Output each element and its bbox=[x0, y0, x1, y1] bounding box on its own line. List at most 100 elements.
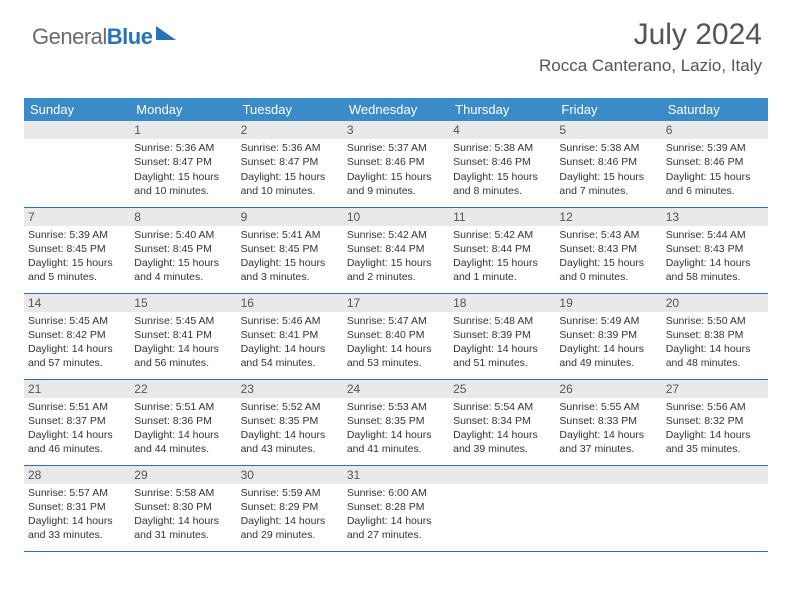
day-number: 6 bbox=[662, 121, 768, 139]
calendar-header-row: SundayMondayTuesdayWednesdayThursdayFrid… bbox=[24, 98, 768, 121]
day-number-empty bbox=[449, 466, 555, 484]
day-number: 24 bbox=[343, 380, 449, 398]
day-number: 27 bbox=[662, 380, 768, 398]
sunset-line: Sunset: 8:37 PM bbox=[28, 414, 126, 428]
day-number: 28 bbox=[24, 466, 130, 484]
sunrise-line: Sunrise: 5:57 AM bbox=[28, 486, 126, 500]
day-number-empty bbox=[555, 466, 661, 484]
calendar-day-cell: 27Sunrise: 5:56 AMSunset: 8:32 PMDayligh… bbox=[662, 379, 768, 465]
sunset-line: Sunset: 8:45 PM bbox=[134, 242, 232, 256]
sunrise-line: Sunrise: 5:46 AM bbox=[241, 314, 339, 328]
calendar-day-cell: 29Sunrise: 5:58 AMSunset: 8:30 PMDayligh… bbox=[130, 465, 236, 551]
day-details: Sunrise: 5:57 AMSunset: 8:31 PMDaylight:… bbox=[24, 486, 130, 547]
sunset-line: Sunset: 8:43 PM bbox=[559, 242, 657, 256]
sunrise-line: Sunrise: 5:59 AM bbox=[241, 486, 339, 500]
sunset-line: Sunset: 8:29 PM bbox=[241, 500, 339, 514]
day-details: Sunrise: 6:00 AMSunset: 8:28 PMDaylight:… bbox=[343, 486, 449, 547]
day-number: 3 bbox=[343, 121, 449, 139]
sunrise-line: Sunrise: 5:50 AM bbox=[666, 314, 764, 328]
calendar-header-cell: Sunday bbox=[24, 98, 130, 121]
sunrise-line: Sunrise: 5:52 AM bbox=[241, 400, 339, 414]
page-title: July 2024 bbox=[539, 18, 762, 52]
sunrise-line: Sunrise: 5:41 AM bbox=[241, 228, 339, 242]
daylight-line: Daylight: 14 hours and 27 minutes. bbox=[347, 514, 445, 542]
sunset-line: Sunset: 8:40 PM bbox=[347, 328, 445, 342]
calendar-day-cell: 7 Sunrise: 5:39 AMSunset: 8:45 PMDaylight… bbox=[24, 207, 130, 293]
daylight-line: Daylight: 15 hours and 10 minutes. bbox=[134, 170, 232, 198]
day-details: Sunrise: 5:55 AMSunset: 8:33 PMDaylight:… bbox=[555, 400, 661, 461]
day-number: 2 bbox=[237, 121, 343, 139]
day-number: 20 bbox=[662, 294, 768, 312]
sunset-line: Sunset: 8:46 PM bbox=[559, 155, 657, 169]
day-number: 13 bbox=[662, 208, 768, 226]
sunrise-line: Sunrise: 5:38 AM bbox=[453, 141, 551, 155]
sunrise-line: Sunrise: 5:47 AM bbox=[347, 314, 445, 328]
sunset-line: Sunset: 8:34 PM bbox=[453, 414, 551, 428]
calendar-day-cell: 1Sunrise: 5:36 AMSunset: 8:47 PMDaylight… bbox=[130, 121, 236, 207]
calendar-week-row: 28 Sunrise: 5:57 AMSunset: 8:31 PMDayligh… bbox=[24, 465, 768, 551]
day-details: Sunrise: 5:37 AMSunset: 8:46 PMDaylight:… bbox=[343, 141, 449, 202]
calendar-day-cell: 18Sunrise: 5:48 AMSunset: 8:39 PMDayligh… bbox=[449, 293, 555, 379]
day-number: 22 bbox=[130, 380, 236, 398]
day-details: Sunrise: 5:39 AMSunset: 8:45 PMDaylight:… bbox=[24, 228, 130, 289]
daylight-line: Daylight: 15 hours and 6 minutes. bbox=[666, 170, 764, 198]
calendar-day-cell: 31 Sunrise: 6:00 AMSunset: 8:28 PMDayligh… bbox=[343, 465, 449, 551]
calendar-day-cell: 24Sunrise: 5:53 AMSunset: 8:35 PMDayligh… bbox=[343, 379, 449, 465]
daylight-line: Daylight: 15 hours and 7 minutes. bbox=[559, 170, 657, 198]
sunrise-line: Sunrise: 5:58 AM bbox=[134, 486, 232, 500]
day-number: 10 bbox=[343, 208, 449, 226]
day-details: Sunrise: 5:45 AMSunset: 8:41 PMDaylight:… bbox=[130, 314, 236, 375]
sunrise-line: Sunrise: 5:54 AM bbox=[453, 400, 551, 414]
sunset-line: Sunset: 8:45 PM bbox=[241, 242, 339, 256]
day-number: 25 bbox=[449, 380, 555, 398]
sunrise-line: Sunrise: 5:38 AM bbox=[559, 141, 657, 155]
calendar-table: SundayMondayTuesdayWednesdayThursdayFrid… bbox=[24, 98, 768, 552]
daylight-line: Daylight: 15 hours and 5 minutes. bbox=[28, 256, 126, 284]
day-number-empty bbox=[24, 121, 130, 139]
day-details: Sunrise: 5:38 AMSunset: 8:46 PMDaylight:… bbox=[449, 141, 555, 202]
sunset-line: Sunset: 8:47 PM bbox=[241, 155, 339, 169]
day-details: Sunrise: 5:44 AMSunset: 8:43 PMDaylight:… bbox=[662, 228, 768, 289]
day-number: 14 bbox=[24, 294, 130, 312]
calendar-header-cell: Saturday bbox=[662, 98, 768, 121]
calendar-header-cell: Friday bbox=[555, 98, 661, 121]
day-number: 29 bbox=[130, 466, 236, 484]
daylight-line: Daylight: 14 hours and 43 minutes. bbox=[241, 428, 339, 456]
day-number: 1 bbox=[130, 121, 236, 139]
sunset-line: Sunset: 8:45 PM bbox=[28, 242, 126, 256]
calendar-day-cell: 2Sunrise: 5:36 AMSunset: 8:47 PMDaylight… bbox=[237, 121, 343, 207]
calendar-header-cell: Monday bbox=[130, 98, 236, 121]
day-number: 26 bbox=[555, 380, 661, 398]
day-number: 16 bbox=[237, 294, 343, 312]
calendar-day-cell bbox=[662, 465, 768, 551]
daylight-line: Daylight: 14 hours and 37 minutes. bbox=[559, 428, 657, 456]
day-number: 21 bbox=[24, 380, 130, 398]
sunrise-line: Sunrise: 5:45 AM bbox=[28, 314, 126, 328]
calendar-day-cell: 30Sunrise: 5:59 AMSunset: 8:29 PMDayligh… bbox=[237, 465, 343, 551]
brand-logo: GeneralBlue bbox=[32, 24, 176, 50]
day-number: 18 bbox=[449, 294, 555, 312]
calendar-day-cell: 28 Sunrise: 5:57 AMSunset: 8:31 PMDayligh… bbox=[24, 465, 130, 551]
day-details: Sunrise: 5:42 AMSunset: 8:44 PMDaylight:… bbox=[449, 228, 555, 289]
daylight-line: Daylight: 14 hours and 31 minutes. bbox=[134, 514, 232, 542]
calendar-day-cell: 5Sunrise: 5:38 AMSunset: 8:46 PMDaylight… bbox=[555, 121, 661, 207]
day-details: Sunrise: 5:50 AMSunset: 8:38 PMDaylight:… bbox=[662, 314, 768, 375]
daylight-line: Daylight: 15 hours and 4 minutes. bbox=[134, 256, 232, 284]
day-number: 30 bbox=[237, 466, 343, 484]
sunset-line: Sunset: 8:46 PM bbox=[666, 155, 764, 169]
calendar-day-cell: 11Sunrise: 5:42 AMSunset: 8:44 PMDayligh… bbox=[449, 207, 555, 293]
sunrise-line: Sunrise: 5:55 AM bbox=[559, 400, 657, 414]
sunset-line: Sunset: 8:43 PM bbox=[666, 242, 764, 256]
sunrise-line: Sunrise: 5:49 AM bbox=[559, 314, 657, 328]
calendar-day-cell: 3 Sunrise: 5:37 AMSunset: 8:46 PMDaylight… bbox=[343, 121, 449, 207]
calendar-day-cell: 4Sunrise: 5:38 AMSunset: 8:46 PMDaylight… bbox=[449, 121, 555, 207]
calendar-header-cell: Thursday bbox=[449, 98, 555, 121]
day-details: Sunrise: 5:45 AMSunset: 8:42 PMDaylight:… bbox=[24, 314, 130, 375]
calendar-day-cell: 25Sunrise: 5:54 AMSunset: 8:34 PMDayligh… bbox=[449, 379, 555, 465]
day-number: 31 bbox=[343, 466, 449, 484]
sunrise-line: Sunrise: 5:51 AM bbox=[134, 400, 232, 414]
day-number: 8 bbox=[130, 208, 236, 226]
sunset-line: Sunset: 8:32 PM bbox=[666, 414, 764, 428]
day-number: 7 bbox=[24, 208, 130, 226]
header-right: July 2024 Rocca Canterano, Lazio, Italy bbox=[539, 18, 762, 76]
